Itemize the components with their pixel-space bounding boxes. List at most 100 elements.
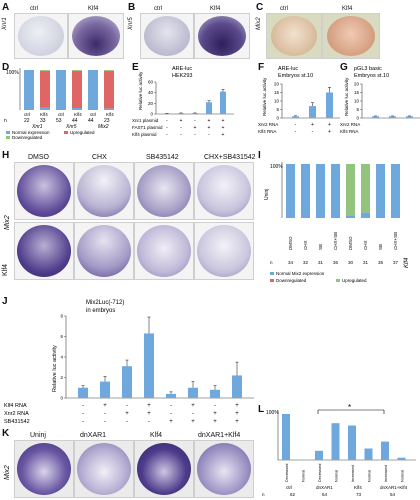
panel-d-col5: ctrl: [90, 112, 96, 117]
panel-i-klf4: Klf4: [404, 257, 410, 268]
panel-i-col-label: CHX: [363, 240, 368, 250]
legend-swatch-up-i: [336, 279, 340, 282]
panel-l-group2: dnXAR1: [316, 485, 333, 490]
panel-l-ytop: 100%: [266, 410, 279, 416]
panel-b-gene: Xnr5: [128, 17, 134, 30]
j-bar: [144, 333, 154, 398]
treatment-sign: -: [214, 403, 216, 409]
treatment-sign: -: [295, 122, 297, 128]
e-bar: [206, 102, 212, 114]
panel-e-row2: FAST1 plasmid: [132, 125, 163, 130]
panel-g-row2: Klf4 RNA: [340, 129, 359, 134]
panel-h-col4: CHX+SB431542: [204, 154, 256, 161]
panel-a-gene: Xnr1: [2, 17, 8, 30]
panel-f-ylabel: Relative luc activity: [262, 77, 267, 116]
treatment-sign: +: [222, 118, 225, 124]
j-bar: [232, 375, 242, 398]
e-ytick-label: 20: [148, 101, 154, 106]
f-ytick-label: 5: [276, 107, 279, 112]
panel-c-col1: ctrl: [280, 6, 288, 12]
panel-l-n0: n: [262, 492, 265, 497]
panel-a-ctrl-image: [14, 13, 68, 59]
treatment-sign: -: [170, 403, 172, 409]
panel-j-label: J: [2, 296, 8, 307]
f-bar: [309, 106, 316, 118]
treatment-sign: +: [191, 419, 195, 425]
panel-i-col-label: CHX+SB: [393, 232, 398, 250]
panel-l-bar: [331, 423, 340, 460]
panel-l-bar-label: Normal: [401, 470, 405, 482]
f-ytick-label: 0: [276, 116, 279, 121]
treatment-sign: -: [312, 129, 314, 135]
panel-i-chart: 100% Uninj DMSO CHX SB CHX+SB DMSO CHX SB CHX+S…: [264, 162, 410, 283]
panel-d-n4: 44: [72, 118, 78, 124]
j-ytick-label: 4: [60, 355, 63, 360]
panel-d-stacked-bar: [40, 70, 50, 108]
e-ytick-label: 60: [148, 80, 154, 85]
treatment-sign: +: [213, 419, 217, 425]
panel-i-n-value: 34: [288, 260, 294, 265]
panel-h-col2: CHX: [92, 154, 107, 161]
treatment-sign: -: [82, 411, 84, 417]
treatment-sign: +: [208, 125, 211, 131]
panel-l-bar-label: Normal: [368, 470, 372, 482]
panel-d-n6: 23: [104, 118, 110, 124]
panel-i-col-label: DMSO: [348, 236, 353, 250]
treatment-sign: +: [208, 118, 211, 124]
panel-k-col2: dnXAR1: [80, 432, 107, 439]
panel-d-group3: Mix2: [98, 124, 109, 130]
panel-i-stacked-bar: [361, 212, 370, 218]
panel-i-n-value: 31: [318, 260, 324, 265]
treatment-sign: -: [180, 125, 182, 131]
treatment-sign: +: [147, 411, 151, 417]
panel-b-col1: ctrl: [154, 6, 162, 12]
panel-f-title: ARE-luc: [278, 66, 298, 72]
panel-k-label: K: [2, 428, 10, 439]
panel-h-gene: Mix2: [4, 215, 11, 230]
treatment-sign: +: [222, 125, 225, 131]
panel-l-bar-label: Decreased: [318, 464, 322, 482]
panel-d-stacked-bar: [104, 70, 114, 109]
panel-i-n-value: 35: [378, 260, 384, 265]
panel-c-gene: Mix2: [256, 17, 262, 30]
panel-a-klf4-image: [68, 13, 124, 59]
g-ytick-label: 15: [354, 90, 360, 95]
panel-e-subtitle: HEK293: [172, 73, 193, 79]
treatment-sign: +: [235, 419, 239, 425]
panel-g-title: pGL3 basic: [354, 66, 382, 72]
treatment-sign: +: [194, 125, 197, 131]
panel-k-klf4-image: [134, 440, 194, 498]
j-bar: [188, 387, 198, 398]
treatment-sign: +: [235, 411, 239, 417]
panel-l-star: *: [348, 403, 351, 412]
panel-d-legend-up: Upregulated: [70, 130, 95, 135]
panel-d-col1: ctrl: [24, 112, 30, 117]
f-bar: [292, 116, 299, 118]
panel-d-n2: 33: [40, 118, 46, 124]
panel-i-n0: n: [270, 260, 273, 265]
panel-a-label: A: [2, 2, 10, 13]
panel-b-klf4-image: [194, 13, 250, 59]
panel-i-stacked-bar: [376, 164, 385, 218]
panel-k-combo-image: [194, 440, 254, 498]
panel-l-chart: 100% * Decreased Normal Decreased Normal Inc…: [262, 403, 416, 497]
treatment-sign: -: [82, 403, 84, 409]
panel-j-subtitle: in embryos: [86, 308, 115, 314]
panel-i-stacked-bar: [316, 164, 325, 218]
panel-l-group1: ctrl: [286, 485, 292, 490]
treatment-sign: -: [126, 403, 128, 409]
j-bar: [210, 389, 220, 398]
panel-j-row1: Klf4 RNA: [4, 403, 27, 409]
panel-g-row1: Xnr2 RNA: [340, 122, 360, 127]
panel-f-chart: ARE-luc Embryos st.10 Relative luc activ…: [258, 66, 340, 135]
legend-swatch-down: [6, 136, 10, 139]
panel-i-legend-up: Upregulated: [342, 278, 367, 283]
panel-d-legend-normal: Normal expression: [12, 130, 50, 135]
panel-d-n0: n: [4, 118, 7, 124]
panel-d-col3: ctrl: [58, 112, 64, 117]
panel-i-stacked-bar: [361, 164, 370, 213]
panel-i-n-value: 30: [348, 260, 354, 265]
panel-g-subtitle: Embryos st.10: [354, 73, 389, 79]
panel-d-col4: Klf4: [74, 112, 82, 117]
panel-d-stacked-bar: [40, 70, 50, 71]
